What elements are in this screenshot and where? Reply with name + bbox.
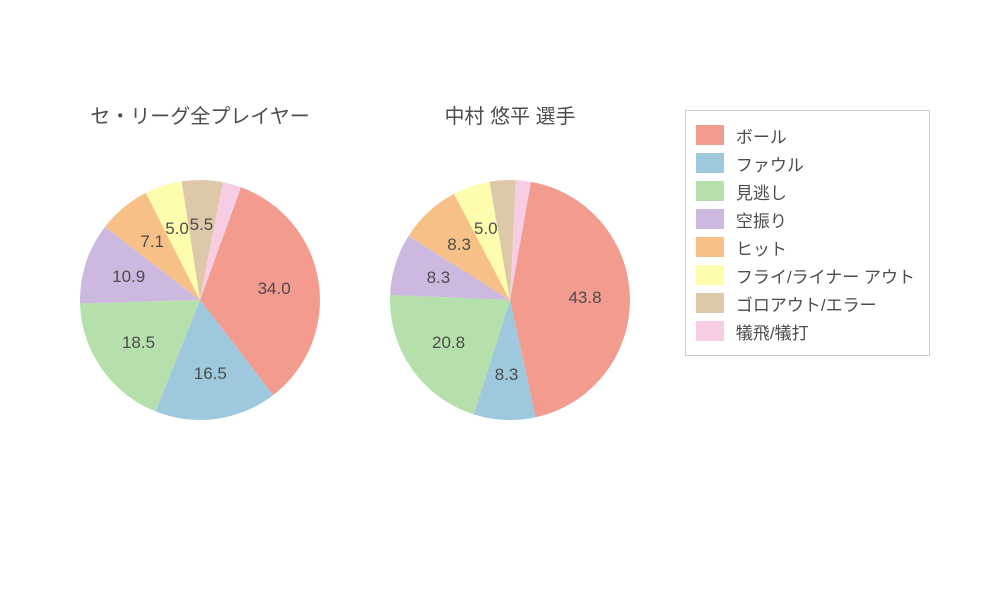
pie-slice-label: 16.5: [194, 364, 227, 384]
legend-swatch: [696, 321, 724, 341]
legend-label: ボール: [736, 123, 787, 148]
pie-slice-label: 43.8: [568, 288, 601, 308]
legend-item: ボール: [696, 121, 915, 149]
legend-label: 犠飛/犠打: [736, 319, 809, 344]
legend-swatch: [696, 209, 724, 229]
left-pie: 34.0 16.5 18.5 10.9 7.15.05.5: [60, 160, 340, 440]
legend-swatch: [696, 181, 724, 201]
pie-slice-label: 5.5: [190, 215, 214, 235]
pie-slice-label: 34.0: [258, 279, 291, 299]
legend-label: 空振り: [736, 207, 787, 232]
legend-item: フライ/ライナー アウト: [696, 261, 915, 289]
chart-container: セ・リーグ全プレイヤー 34.016.518.510.97.15.05.5 中村…: [0, 0, 1000, 600]
legend-item: ファウル: [696, 149, 915, 177]
legend-swatch: [696, 153, 724, 173]
legend-item: 見逃し: [696, 177, 915, 205]
pie-slice-label: 10.9: [112, 267, 145, 287]
legend-item: ゴロアウト/エラー: [696, 289, 915, 317]
legend-label: ファウル: [736, 151, 804, 176]
legend-swatch: [696, 265, 724, 285]
pie-slice-label: 5.0: [165, 219, 189, 239]
legend-label: フライ/ライナー アウト: [736, 263, 915, 288]
pie-slice-label: 8.3: [427, 268, 451, 288]
legend-swatch: [696, 293, 724, 313]
right-pie-title: 中村 悠平 選手: [370, 100, 650, 129]
pie-slice-label: 7.1: [140, 232, 164, 252]
left-pie-title: セ・リーグ全プレイヤー: [60, 100, 340, 129]
legend-label: 見逃し: [736, 179, 787, 204]
legend-item: 空振り: [696, 205, 915, 233]
pie-slice-label: 5.0: [474, 219, 498, 239]
legend-label: ヒット: [736, 235, 787, 260]
pie-slice-label: 8.3: [447, 235, 471, 255]
legend: ボールファウル見逃し空振りヒットフライ/ライナー アウトゴロアウト/エラー犠飛/…: [685, 110, 930, 356]
pie-slice-label: 20.8: [432, 333, 465, 353]
pie-slice-label: 8.3: [495, 365, 519, 385]
pie-slice-label: 18.5: [122, 333, 155, 353]
legend-item: ヒット: [696, 233, 915, 261]
legend-item: 犠飛/犠打: [696, 317, 915, 345]
legend-swatch: [696, 125, 724, 145]
legend-swatch: [696, 237, 724, 257]
legend-label: ゴロアウト/エラー: [736, 291, 877, 316]
right-pie: 43.88.320.88.38.35.0: [370, 160, 650, 440]
